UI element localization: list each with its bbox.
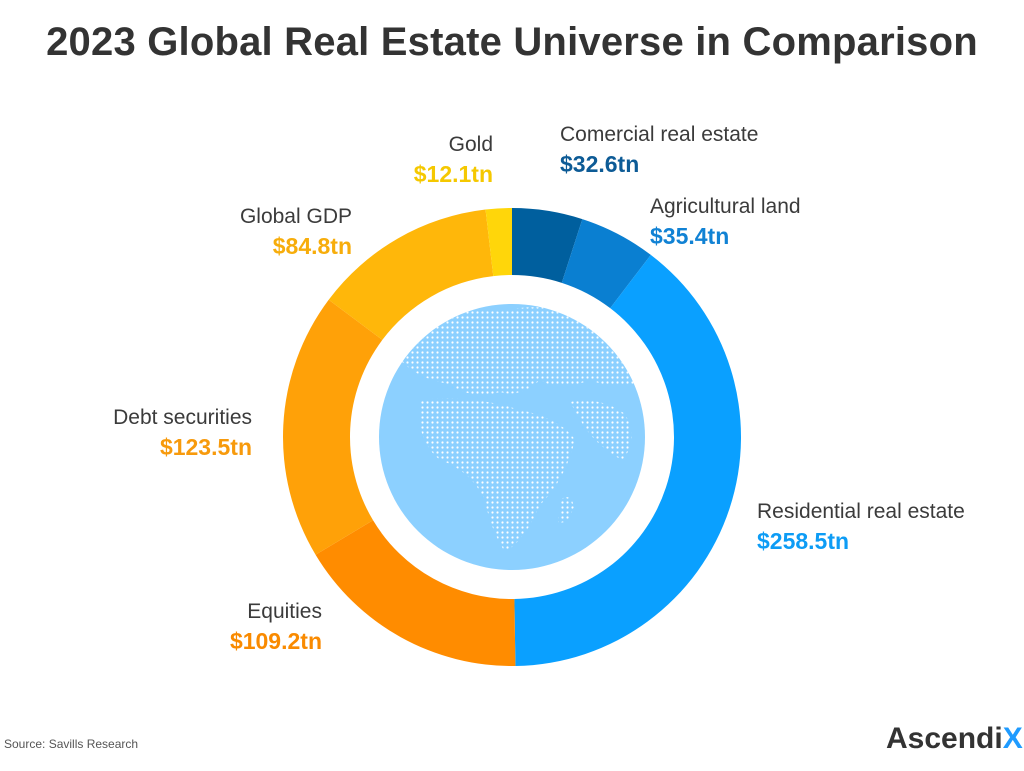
slice-name-label: Debt securities bbox=[113, 406, 252, 429]
slice-value-label: $258.5tn bbox=[757, 528, 849, 554]
slice-name-label: Gold bbox=[449, 133, 493, 156]
slice-name-label: Equities bbox=[247, 600, 322, 623]
slice-name-label: Residential real estate bbox=[757, 500, 965, 523]
slice-value-label: $109.2tn bbox=[230, 628, 322, 654]
slice-residential-real-estate bbox=[514, 254, 742, 666]
donut-slices bbox=[282, 208, 742, 667]
slice-name-label: Agricultural land bbox=[650, 195, 801, 218]
slice-value-label: $35.4tn bbox=[650, 223, 729, 249]
slice-name-label: Global GDP bbox=[240, 205, 352, 228]
logo-text: Ascendi bbox=[886, 722, 1003, 755]
source-note: Source: Savills Research bbox=[4, 737, 139, 751]
logo-accent: X bbox=[1002, 722, 1023, 755]
slice-value-label: $12.1tn bbox=[414, 161, 493, 187]
globe-icon bbox=[379, 304, 645, 570]
slice-value-label: $123.5tn bbox=[160, 434, 252, 460]
slice-value-label: $84.8tn bbox=[273, 233, 352, 259]
slice-name-label: Comercial real estate bbox=[560, 123, 758, 146]
slice-value-label: $32.6tn bbox=[560, 151, 639, 177]
slice-comercial-real-estate bbox=[512, 208, 583, 283]
chart-title: 2023 Global Real Estate Universe in Comp… bbox=[46, 20, 978, 64]
slice-debt-securities bbox=[282, 299, 383, 555]
ascendix-logo: AscendiX bbox=[886, 722, 1023, 756]
slice-labels: Comercial real estate $32.6tn Agricultural… bbox=[113, 123, 965, 654]
slice-global-gdp bbox=[328, 209, 494, 340]
slice-gold bbox=[485, 208, 512, 277]
slice-equities bbox=[315, 520, 516, 667]
slice-agricultural-land bbox=[561, 219, 651, 309]
